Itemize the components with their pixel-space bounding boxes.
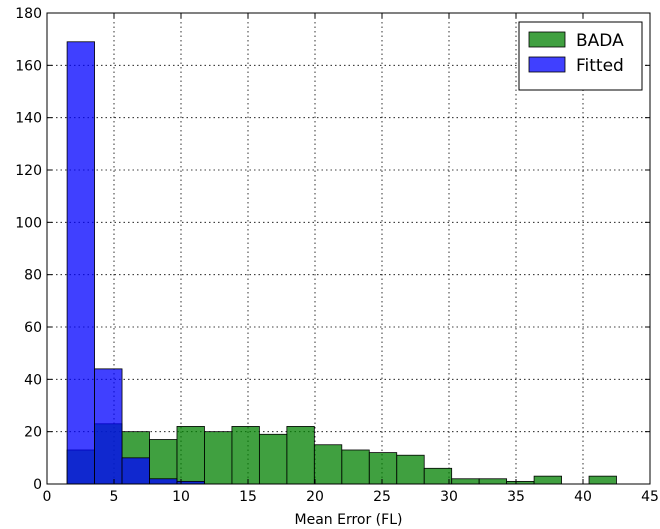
- x-tick-label: 40: [574, 489, 592, 505]
- bar-bada: [341, 449, 370, 485]
- bar-bada: [533, 475, 562, 485]
- legend-label-fitted: Fitted: [576, 56, 624, 76]
- bar-bada: [478, 478, 508, 485]
- bar-bada: [176, 426, 205, 485]
- plot-frame: [46, 12, 651, 485]
- x-tick-label: 15: [239, 489, 257, 505]
- x-tick-label: 25: [373, 489, 391, 505]
- bar-bada: [396, 454, 425, 485]
- x-tick-label: 10: [172, 489, 190, 505]
- legend-swatch-bada: [528, 31, 566, 48]
- bar-fitted: [94, 368, 123, 485]
- x-tick-label: 45: [641, 489, 659, 505]
- y-tick-label: 180: [15, 6, 42, 22]
- bar-fitted: [121, 457, 150, 485]
- bar-bada: [451, 478, 480, 485]
- x-axis-label: Mean Error (FL): [295, 512, 403, 528]
- bar-bada: [286, 426, 315, 485]
- y-tick-label: 60: [24, 320, 42, 336]
- x-tick-label: 0: [43, 489, 52, 505]
- series-fitted: [66, 41, 205, 485]
- x-tick-label: 5: [110, 489, 119, 505]
- bar-bada: [368, 452, 398, 485]
- y-tick-label: 20: [24, 425, 42, 441]
- bar-fitted: [149, 478, 178, 485]
- y-tick-label: 100: [15, 215, 42, 231]
- legend-swatch-fitted: [528, 56, 566, 73]
- y-tick-label: 80: [24, 268, 42, 284]
- bar-bada: [313, 444, 343, 485]
- y-tick-label: 140: [15, 111, 42, 127]
- histogram-bars: [66, 41, 617, 485]
- x-tick-label: 35: [507, 489, 525, 505]
- legend: BADA Fitted: [518, 21, 643, 91]
- y-tick-label: 160: [15, 58, 42, 74]
- bar-bada: [149, 439, 178, 485]
- bar-bada: [588, 475, 617, 485]
- y-tick-label: 0: [33, 477, 42, 493]
- axis-ticks: 0 5 10 15 20 25 30 35 40 45 0 20 40 60 80 100 120 140 160 1…: [15, 6, 659, 505]
- x-tick-label: 30: [440, 489, 458, 505]
- y-tick-label: 40: [24, 372, 42, 388]
- legend-label-bada: BADA: [576, 31, 624, 51]
- bar-bada: [204, 431, 233, 485]
- bar-fitted: [66, 41, 95, 485]
- bar-bada: [423, 467, 453, 485]
- bar-bada: [258, 433, 288, 485]
- y-tick-label: 120: [15, 163, 42, 179]
- bar-bada: [231, 426, 260, 485]
- x-tick-label: 20: [306, 489, 324, 505]
